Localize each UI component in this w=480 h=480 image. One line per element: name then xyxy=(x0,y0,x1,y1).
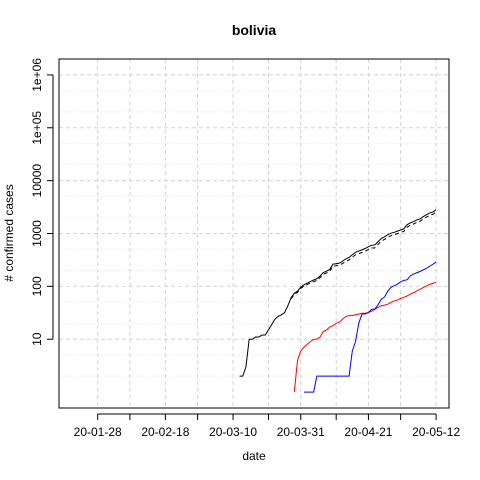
x-tick-label: 20-03-10 xyxy=(209,425,257,439)
x-tick-label: 20-05-12 xyxy=(412,425,460,439)
axes: 20-01-28 20-02-18 20-03-10 20-03-31 20-04-21… xyxy=(30,58,460,439)
y-axis-title: # confirmed cases xyxy=(2,184,16,281)
y-tick-label: 1e+06 xyxy=(30,58,44,92)
x-tick-label: 20-03-31 xyxy=(277,425,325,439)
x-tick-label: 20-02-18 xyxy=(141,425,189,439)
plot-frame xyxy=(58,58,450,409)
x-axis-title: date xyxy=(242,449,266,463)
y-tick-label: 1e+05 xyxy=(30,111,44,145)
y-tick-label: 10 xyxy=(30,332,44,346)
y-tick-label: 10000 xyxy=(30,164,44,198)
x-tick-label: 20-04-21 xyxy=(344,425,392,439)
series-line-4 xyxy=(303,261,437,393)
series-line-1 xyxy=(239,209,437,377)
x-tick-label: 20-01-28 xyxy=(74,425,122,439)
series-layer xyxy=(239,209,437,393)
y-tick-label: 100 xyxy=(30,276,44,296)
series-line-3 xyxy=(293,281,437,393)
chart-title: bolivia xyxy=(232,22,277,38)
series-line-2 xyxy=(290,211,437,300)
y-tick-label: 1000 xyxy=(30,220,44,247)
